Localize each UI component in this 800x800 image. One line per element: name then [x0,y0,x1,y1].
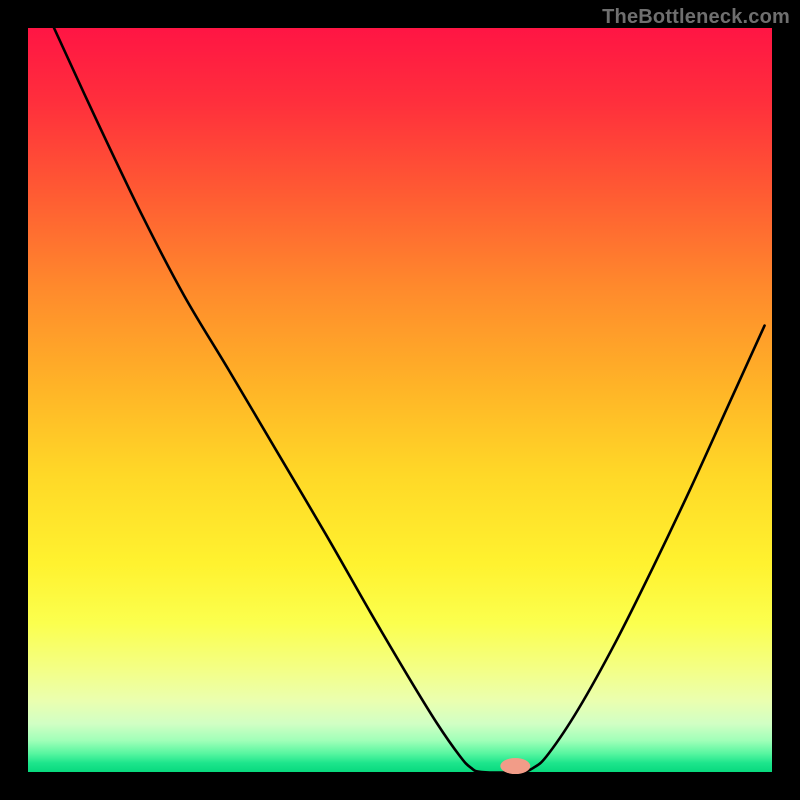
watermark-text: TheBottleneck.com [602,6,790,29]
bottleneck-chart-svg [0,0,800,800]
optimum-marker [500,758,530,774]
chart-stage: TheBottleneck.com [0,0,800,800]
